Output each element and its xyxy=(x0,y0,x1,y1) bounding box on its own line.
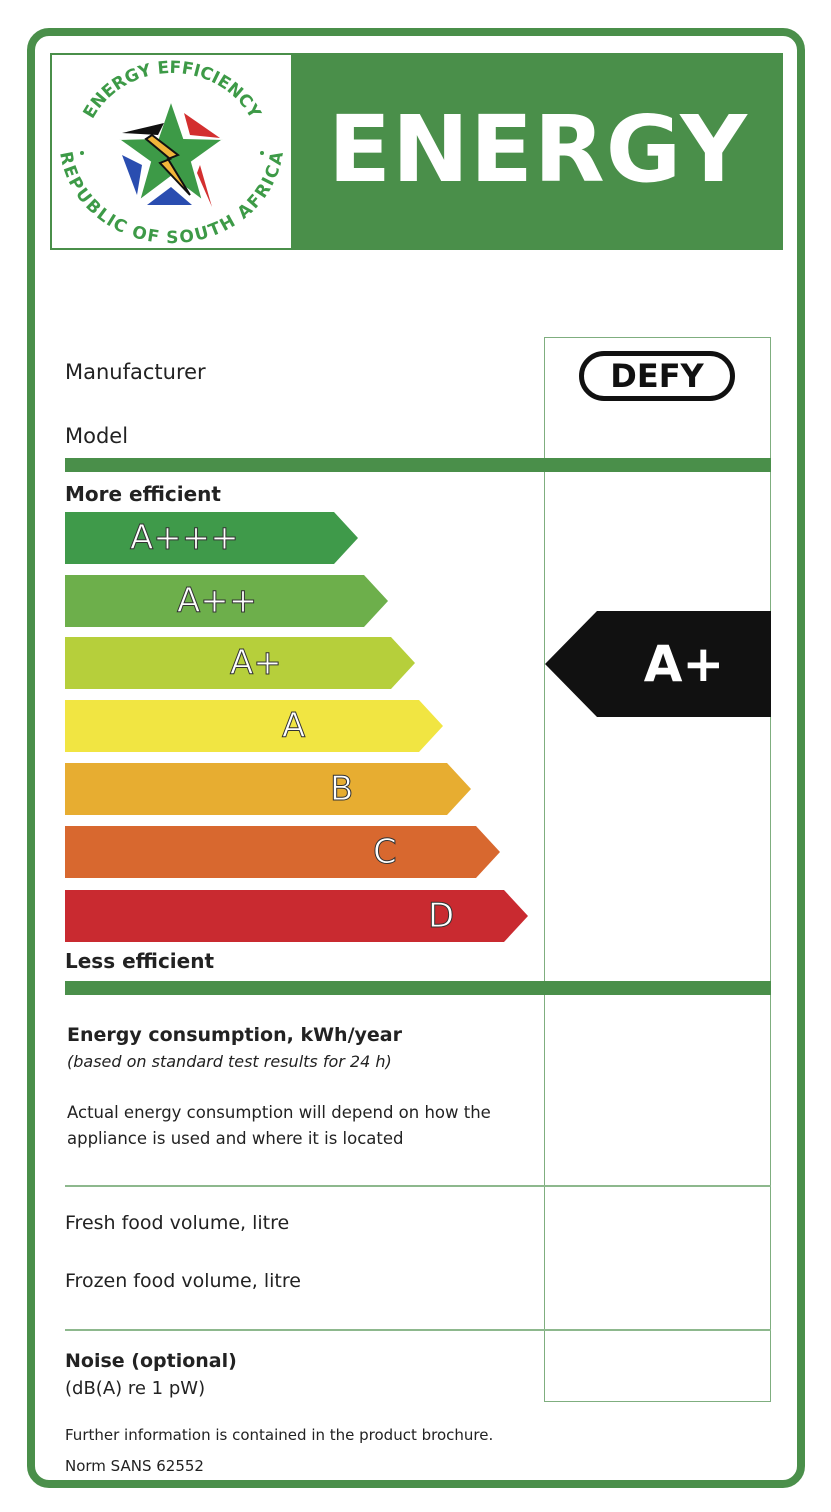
energy-class-arrow xyxy=(65,637,415,689)
energy-class-label: A+++ xyxy=(130,518,240,559)
frozen-food-volume-label: Frozen food volume, litre xyxy=(65,1270,301,1292)
manufacturer-label: Manufacturer xyxy=(65,360,206,384)
energy-class-label: A+ xyxy=(230,643,283,684)
more-efficient-label: More efficient xyxy=(65,482,221,506)
energy-class-shape xyxy=(65,700,443,752)
values-column xyxy=(544,337,771,1402)
energy-class-bar: A+ xyxy=(65,637,415,689)
energy-title: ENERGY xyxy=(328,96,748,203)
divider-thin xyxy=(65,1185,771,1187)
energy-class-arrow xyxy=(65,826,500,878)
energy-class-arrow xyxy=(65,700,443,752)
energy-class-label: A xyxy=(281,706,306,747)
further-info-text: Further information is contained in the … xyxy=(65,1426,494,1444)
energy-class-shape xyxy=(65,512,358,564)
energy-class-bar: C xyxy=(65,826,500,878)
rating-arrow-shape xyxy=(545,611,771,717)
energy-class-label: C xyxy=(373,832,398,873)
energy-class-shape xyxy=(65,890,528,942)
energy-class-bar: A xyxy=(65,700,443,752)
rating-value: A+ xyxy=(643,635,725,693)
divider-thin xyxy=(65,1329,771,1331)
divider-thick xyxy=(65,458,771,472)
energy-class-bar: D xyxy=(65,890,528,942)
energy-class-label: B xyxy=(329,769,354,810)
consumption-note-line2: appliance is used and where it is locate… xyxy=(67,1129,404,1148)
energy-class-label: D xyxy=(427,896,455,937)
energy-class-label: A++ xyxy=(176,581,258,622)
model-label: Model xyxy=(65,424,129,448)
energy-class-arrow xyxy=(65,890,528,942)
energy-class-arrow xyxy=(65,512,358,564)
label-frame xyxy=(27,28,805,1488)
brand-logo-defy: DEFY xyxy=(579,351,735,401)
header-bar xyxy=(293,53,783,250)
sa-star-logo-icon: ENERGY EFFICIENCY REPUBLIC OF SOUTH AFRI… xyxy=(55,58,288,248)
noise-title: Noise (optional) xyxy=(65,1350,237,1372)
energy-efficiency-logo: ENERGY EFFICIENCY REPUBLIC OF SOUTH AFRI… xyxy=(50,53,293,250)
rating-arrow: A+ xyxy=(545,611,771,717)
energy-class-shape xyxy=(65,826,500,878)
norm-text: Norm SANS 62552 xyxy=(65,1457,204,1475)
energy-class-shape xyxy=(65,637,415,689)
energy-class-bar: A+++ xyxy=(65,512,358,564)
energy-class-bar: A++ xyxy=(65,575,388,627)
consumption-note-line1: Actual energy consumption will depend on… xyxy=(67,1103,491,1122)
energy-class-arrow xyxy=(65,763,471,815)
energy-class-arrow xyxy=(65,575,388,627)
fresh-food-volume-label: Fresh food volume, litre xyxy=(65,1212,290,1234)
energy-class-bar: B xyxy=(65,763,471,815)
noise-unit: (dB(A) re 1 pW) xyxy=(65,1378,206,1399)
energy-class-shape xyxy=(65,575,388,627)
energy-class-shape xyxy=(65,763,471,815)
energy-consumption-title: Energy consumption, kWh/year xyxy=(67,1024,402,1046)
less-efficient-label: Less efficient xyxy=(65,949,215,973)
divider-thick xyxy=(65,981,771,995)
energy-consumption-subtitle: (based on standard test results for 24 h… xyxy=(67,1052,392,1071)
